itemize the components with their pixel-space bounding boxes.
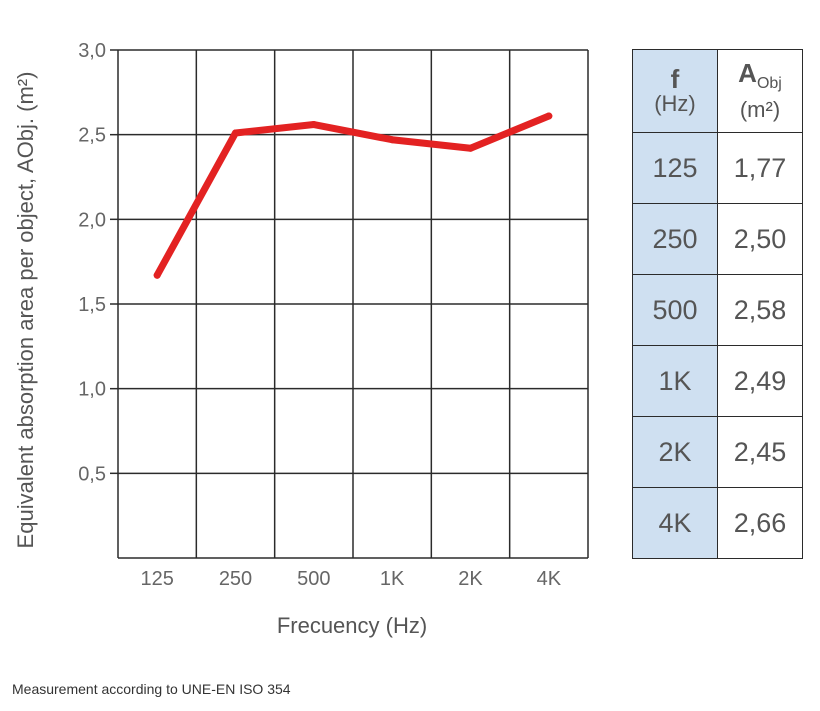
table-cell-f: 2K	[632, 416, 718, 488]
data-point	[310, 121, 318, 129]
table-cell-a: 1,77	[717, 132, 803, 204]
x-axis-ticks: 125 250 500 1K 2K 4K	[140, 568, 561, 590]
table-row: 500 2,58	[632, 274, 803, 346]
header-a-letter: A	[738, 58, 757, 89]
frequency-table: f (Hz) AObj (m²) 125 1,77 250 2,50 500 2…	[632, 49, 803, 559]
table-row: 1K 2,49	[632, 345, 803, 417]
header-a-unit: (m²)	[739, 96, 781, 122]
table-row: 250 2,50	[632, 203, 803, 275]
measurement-footnote: Measurement according to UNE-EN ISO 354	[12, 681, 291, 697]
table-cell-a: 2,66	[717, 487, 803, 559]
absorption-chart: 0,5 1,0 1,5 2,0 2,5 3,0 125 250 500 1K 2K 4K Frecu…	[13, 40, 589, 638]
x-tick-label: 4K	[537, 568, 562, 590]
table-header-row: f (Hz) AObj (m²)	[632, 49, 803, 133]
data-point	[467, 144, 474, 152]
header-f-main: f	[670, 64, 680, 94]
table-header-f: f (Hz)	[632, 49, 718, 133]
y-tick-label: 1,0	[78, 379, 106, 401]
table-cell-a: 2,50	[717, 203, 803, 275]
table-cell-f: 250	[632, 203, 718, 275]
y-tick-label: 0,5	[78, 463, 106, 485]
x-tick-label: 250	[219, 568, 252, 590]
table-row: 2K 2,45	[632, 416, 803, 488]
y-axis-ticks: 0,5 1,0 1,5 2,0 2,5 3,0	[78, 40, 106, 485]
header-f-unit: (Hz)	[654, 91, 696, 116]
table-cell-f: 1K	[632, 345, 718, 417]
series-line	[153, 112, 553, 279]
table-cell-a: 2,49	[717, 345, 803, 417]
table-row: 125 1,77	[632, 132, 803, 204]
y-tick-label: 2,5	[78, 125, 106, 147]
table-row: 4K 2,66	[632, 487, 803, 559]
data-point	[388, 136, 396, 144]
table-cell-f: 4K	[632, 487, 718, 559]
x-axis-label: Frecuency (Hz)	[277, 613, 427, 638]
y-tick-label: 2,0	[78, 209, 106, 231]
y-axis-label: Equivalent absorption area per object, A…	[13, 72, 38, 549]
y-tick-label: 1,5	[78, 294, 106, 316]
x-tick-label: 2K	[458, 568, 483, 590]
table-header-a: AObj (m²)	[717, 49, 803, 133]
data-point	[545, 112, 553, 120]
chart-series	[153, 112, 553, 279]
x-tick-label: 1K	[380, 568, 405, 590]
x-tick-label: 125	[140, 568, 173, 590]
data-point	[232, 129, 239, 137]
table-cell-a: 2,45	[717, 416, 803, 488]
y-tick-label: 3,0	[78, 40, 106, 62]
table-cell-f: 500	[632, 274, 718, 346]
header-a-main: AObj	[718, 60, 802, 97]
header-a-subscript: Obj	[756, 75, 782, 93]
table-cell-a: 2,58	[717, 274, 803, 346]
data-point	[153, 271, 161, 279]
table-cell-f: 125	[632, 132, 718, 204]
x-tick-label: 500	[297, 568, 330, 590]
